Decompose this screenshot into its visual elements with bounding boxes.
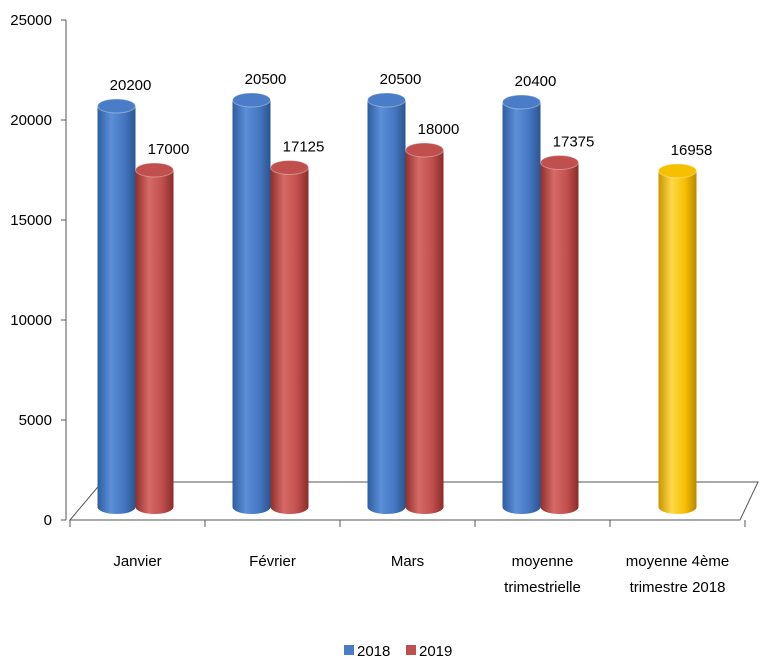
- category-labels: Janvier Février Mars moyenne trimestrielle mo…: [69, 520, 746, 596]
- bar-top: [232, 92, 271, 108]
- bar-top: [367, 92, 406, 108]
- y-tick-label: 25000: [10, 12, 52, 29]
- bar-2019-0: [135, 162, 174, 514]
- data-label: 20200: [110, 77, 152, 94]
- x-category-label: trimestrielle: [504, 579, 581, 596]
- bar-2018-2: [367, 92, 406, 514]
- bar-top: [540, 155, 579, 170]
- bar-top: [97, 98, 136, 114]
- bar-body: [540, 162, 579, 514]
- bar-body: [405, 150, 444, 514]
- legend-label: 2018: [357, 643, 390, 660]
- x-category-label: Janvier: [113, 553, 161, 570]
- y-tick-label: 20000: [10, 112, 52, 129]
- data-labels: 20200 17000 20500 17125 20500 18000 20400 17375…: [110, 71, 713, 159]
- bar-top: [502, 94, 541, 110]
- data-label: 20500: [245, 71, 287, 88]
- data-label: 18000: [418, 121, 460, 138]
- bar-top: [405, 142, 444, 158]
- bar-2018-1: [232, 92, 271, 514]
- bar-body: [232, 100, 271, 514]
- bar-body: [270, 167, 309, 514]
- bar-body: [135, 170, 174, 514]
- y-tick-label: 15000: [10, 212, 52, 229]
- x-category-label: moyenne: [512, 553, 574, 570]
- data-label: 17125: [283, 139, 325, 156]
- legend-swatch: [344, 645, 354, 655]
- bar-body: [502, 102, 541, 514]
- data-label: 20500: [380, 71, 422, 88]
- data-label: 20400: [515, 73, 557, 90]
- data-label: 17375: [553, 134, 595, 151]
- data-label: 16958: [671, 142, 713, 159]
- bar-top: [135, 162, 174, 178]
- bar-2019-2: [405, 142, 444, 514]
- legend: 2018 2019: [344, 643, 452, 660]
- y-tick-label: 10000: [10, 312, 52, 329]
- x-category-label: moyenne 4ème: [626, 553, 729, 570]
- legend-swatch: [406, 645, 416, 655]
- legend-label: 2019: [419, 643, 452, 660]
- bar-2018-0: [97, 98, 136, 514]
- bar-2019-3: [540, 155, 579, 514]
- y-tick-label: 5000: [19, 412, 52, 429]
- y-tick-label: 0: [44, 512, 52, 529]
- y-axis: 0 5000 10000 15000 20000 25000: [10, 12, 67, 529]
- x-category-label: Mars: [391, 553, 424, 570]
- bar-top: [658, 163, 697, 179]
- data-label: 17000: [148, 141, 190, 158]
- bar-body: [658, 170, 697, 514]
- bar-top: [270, 160, 309, 175]
- bar-avg-4: [658, 163, 697, 514]
- bar-2019-1: [270, 160, 309, 514]
- bar-body: [97, 106, 136, 514]
- x-category-label: Février: [249, 553, 296, 570]
- bar-2018-3: [502, 94, 541, 514]
- bars: [97, 92, 697, 514]
- x-category-label: trimestre 2018: [630, 579, 726, 596]
- bar-body: [367, 100, 406, 514]
